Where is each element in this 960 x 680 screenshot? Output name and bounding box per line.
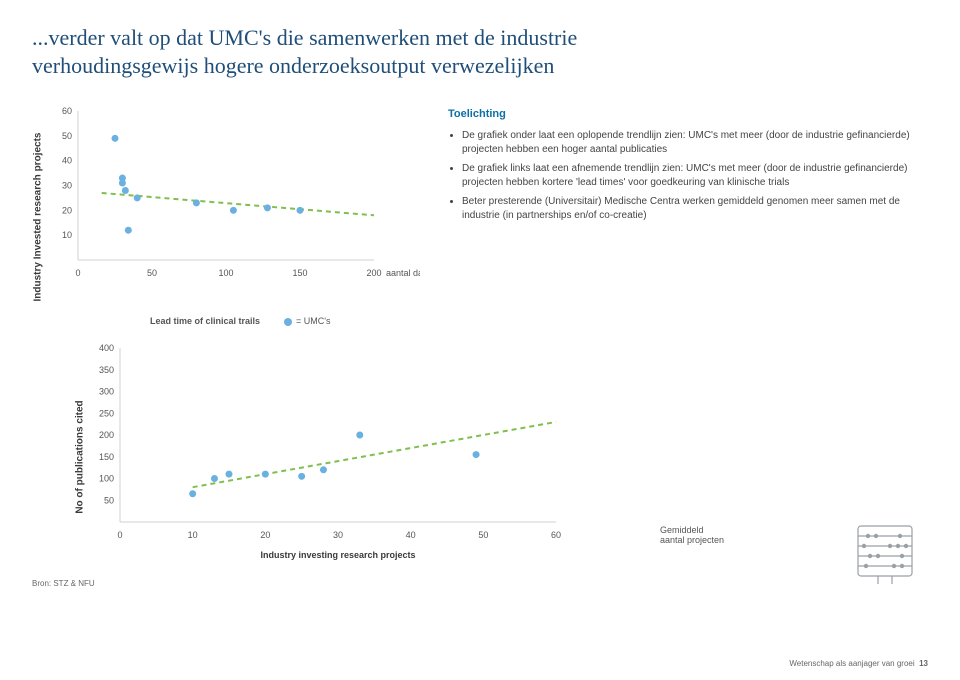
svg-text:0: 0 bbox=[75, 268, 80, 278]
svg-text:350: 350 bbox=[99, 365, 114, 375]
bottom-row: No of publications cited 501001502002503… bbox=[32, 344, 928, 569]
chart1-svg: 10 20 30 40 50 60 0 50 100 150 200 aantal dagen bbox=[50, 107, 420, 307]
chart1-legend-text: = UMC's bbox=[296, 316, 330, 326]
chart1-ylabel: Industry Invested research projects bbox=[33, 132, 44, 301]
svg-text:20: 20 bbox=[62, 205, 72, 215]
toelichting-bullet: De grafiek onder laat een oplopende tren… bbox=[462, 129, 928, 158]
toelichting-list: De grafiek onder laat een oplopende tren… bbox=[448, 129, 928, 224]
svg-text:10: 10 bbox=[62, 230, 72, 240]
page-title: ...verder valt op dat UMC's die samenwer… bbox=[32, 24, 672, 79]
svg-text:60: 60 bbox=[551, 530, 561, 540]
svg-text:200: 200 bbox=[366, 268, 381, 278]
chart2-svg: 50 100 150 200 250 300 350 400 0 10 20 30 40 50 60 Indu… bbox=[92, 344, 632, 564]
page-number: 13 bbox=[919, 659, 928, 668]
chart1-legend: = UMC's bbox=[284, 316, 330, 326]
svg-text:aantal dagen: aantal dagen bbox=[386, 268, 420, 278]
svg-text:10: 10 bbox=[188, 530, 198, 540]
chart2-side-label: Gemiddeld aantal projecten bbox=[660, 525, 730, 545]
svg-text:300: 300 bbox=[99, 387, 114, 397]
chart2-ylabel: No of publications cited bbox=[75, 400, 86, 513]
svg-text:200: 200 bbox=[99, 430, 114, 440]
svg-text:Industry investing research pr: Industry investing research projects bbox=[260, 550, 415, 560]
svg-text:400: 400 bbox=[99, 344, 114, 353]
chart-1: Industry Invested research projects 1020… bbox=[50, 107, 420, 326]
legend-dot-icon bbox=[284, 318, 292, 326]
svg-text:50: 50 bbox=[104, 495, 114, 505]
svg-text:30: 30 bbox=[62, 181, 72, 191]
page-footer-text: Wetenschap als aanjager van groei bbox=[789, 659, 914, 668]
svg-text:100: 100 bbox=[99, 474, 114, 484]
svg-text:150: 150 bbox=[99, 452, 114, 462]
toelichting-heading: Toelichting bbox=[448, 107, 928, 123]
top-row: Industry Invested research projects 10 20… bbox=[32, 107, 928, 326]
svg-text:60: 60 bbox=[62, 107, 72, 116]
svg-text:50: 50 bbox=[478, 530, 488, 540]
chart-2: No of publications cited 501001502002503… bbox=[92, 344, 632, 569]
svg-text:0: 0 bbox=[117, 530, 122, 540]
svg-text:40: 40 bbox=[406, 530, 416, 540]
toelichting-bullet: Beter presterende (Universitair) Medisch… bbox=[462, 195, 928, 224]
page-footer: Wetenschap als aanjager van groei 13 bbox=[789, 659, 928, 668]
svg-text:100: 100 bbox=[218, 268, 233, 278]
source-footer: Bron: STZ & NFU bbox=[32, 579, 928, 588]
svg-text:40: 40 bbox=[62, 156, 72, 166]
svg-text:20: 20 bbox=[260, 530, 270, 540]
svg-text:50: 50 bbox=[147, 268, 157, 278]
toelichting-panel: Toelichting De grafiek onder laat een op… bbox=[448, 107, 928, 326]
svg-text:50: 50 bbox=[62, 131, 72, 141]
svg-text:150: 150 bbox=[292, 268, 307, 278]
abacus-icon bbox=[850, 520, 920, 590]
toelichting-bullet: De grafiek links laat een afnemende tren… bbox=[462, 162, 928, 191]
chart1-xlabel: Lead time of clinical trails bbox=[150, 316, 260, 326]
svg-text:30: 30 bbox=[333, 530, 343, 540]
svg-text:250: 250 bbox=[99, 408, 114, 418]
chart1-caption-row: Lead time of clinical trails = UMC's bbox=[150, 316, 420, 326]
